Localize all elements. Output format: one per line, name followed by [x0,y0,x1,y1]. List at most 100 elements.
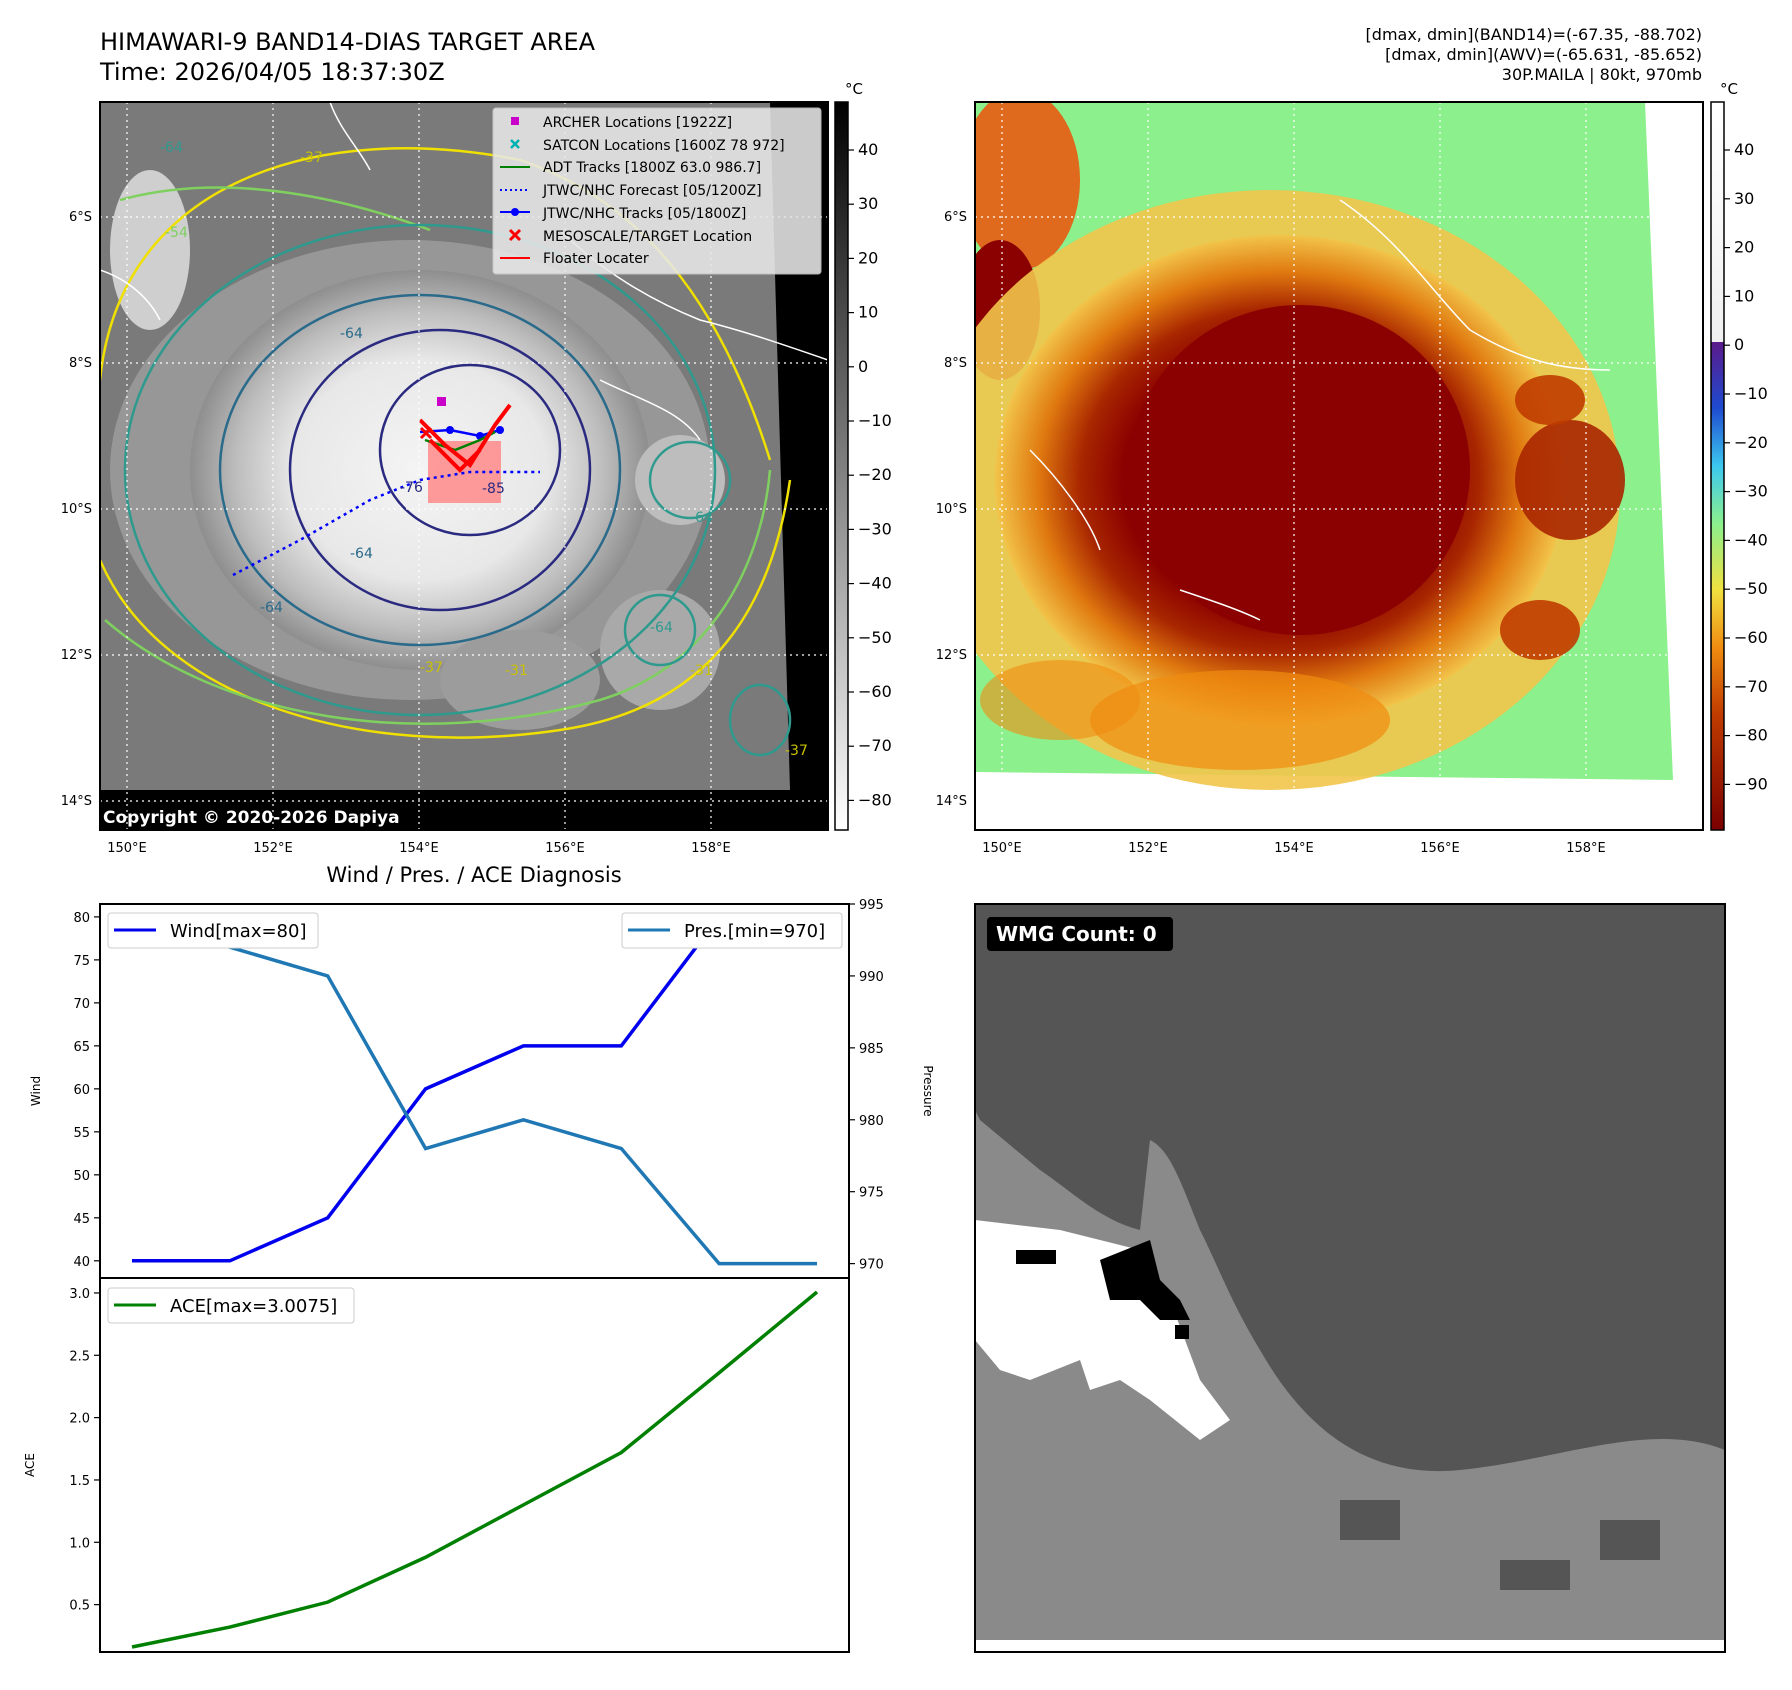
ir-lat-ticks: 6°S 8°S 10°S 12°S 14°S [61,210,92,809]
info-line-band14: [dmax, dmin](BAND14)=(-67.35, -88.702) [1366,25,1702,44]
awv-colorbar-tick: 0 [1734,335,1744,354]
ace-tick-label: 1.5 [69,1474,90,1489]
lat-tick: 12°S [61,648,92,663]
jtwc-forecast-track [232,470,540,577]
lat-tick: 8°S [69,356,92,371]
pressure-tick-label: 990 [859,970,884,985]
awv-colorbar-tick: −70 [1734,677,1768,696]
ir-colorbar-tick: −60 [858,682,892,701]
lat-tick: 14°S [936,794,967,809]
awv-map-panel: 150°E 152°E 154°E 156°E 158°E 6°S 8°S 10… [936,101,1704,856]
lat-tick: 14°S [61,794,92,809]
lon-tick: 154°E [1274,841,1314,856]
legend-item: MESOSCALE/TARGET Location [543,229,752,245]
wind-axis-label: Wind [29,1076,43,1106]
contour-yellow [100,479,792,739]
legend-target-icon [508,228,522,242]
wind-tick-label: 80 [73,911,90,926]
ir-colorbar-tick: −70 [858,736,892,755]
contour-label: -31 [505,663,528,679]
ace-tick-label: 3.0 [69,1287,90,1302]
ir-map-panel: -64 -54 -64 -64 -64 -76 -85 -64 -64 -37 … [61,101,829,856]
awv-colorbar-tick: −90 [1734,774,1768,793]
wind-pres-chart: 40 45 50 55 60 65 70 75 80 970 975 980 985 990 995 Wi… [29,898,935,1279]
pressure-axis-label: Pressure [921,1065,935,1116]
figure-title: HIMAWARI-9 BAND14-DIAS TARGET AREA [100,28,596,56]
ir-colorbar-tick: 20 [858,248,878,267]
wind-tick-label: 55 [73,1126,90,1141]
wmg-black-region [1100,1240,1190,1320]
lon-tick: 152°E [253,841,293,856]
contour-label: -37 [785,743,808,759]
coastline [1339,199,1611,371]
figure-time: Time: 2026/04/05 18:37:30Z [99,58,445,86]
awv-colorbar-tick: −60 [1734,628,1768,647]
awv-colorbar-tick: 20 [1734,238,1754,257]
lat-tick: 12°S [936,648,967,663]
lon-tick: 152°E [1128,841,1168,856]
awv-colorbar-tick: −30 [1734,482,1768,501]
lat-tick: 10°S [61,502,92,517]
ace-tick-label: 2.5 [69,1349,90,1364]
ir-colorbar-tick: 40 [858,140,878,159]
wmg-white-region [975,1220,1230,1440]
ace-chart: 0.5 1.0 1.5 2.0 2.5 3.0 ACE ACE[max=3.0075] [23,1277,850,1653]
wind-tick-label: 70 [73,997,90,1012]
wind-legend: Wind[max=80] [107,912,319,949]
pressure-tick-label: 970 [859,1258,884,1273]
lon-tick: 158°E [1566,841,1606,856]
contour-label: -64 [160,140,183,156]
ir-colorbar-tick: −50 [858,628,892,647]
wind-tick-label: 50 [73,1169,90,1184]
wmg-dark-region [975,904,1725,1472]
pressure-tick-label: 975 [859,1186,884,1201]
lon-tick: 150°E [982,841,1022,856]
wind-tick-label: 40 [73,1255,90,1270]
lat-tick: 8°S [944,356,967,371]
ir-colorbar-tick: −10 [858,411,892,430]
track-legend: ARCHER Locations [1922Z] SATCON Location… [492,107,822,275]
wind-legend-label: Wind[max=80] [170,921,307,942]
lon-tick: 150°E [107,841,147,856]
awv-colorbar-tick: −50 [1734,579,1768,598]
lat-tick: 6°S [944,210,967,225]
ace-tick-label: 2.0 [69,1412,90,1427]
ir-colorbar-tick: 0 [858,357,868,376]
info-line-awv: [dmax, dmin](AWV)=(-65.631, -85.652) [1385,45,1702,64]
contour-label: -64 [260,600,283,616]
awv-colorbar-unit: °C [1720,80,1738,98]
pressure-series-line [131,916,817,1266]
awv-colorbar-tick: −10 [1734,384,1768,403]
contour-label: -64 [650,620,673,636]
ace-axis-label: ACE [23,1453,37,1477]
archer-marker [437,397,446,406]
ir-map-frame [99,101,829,831]
wind-tick-label: 75 [73,954,90,969]
wmg-panel: WMG Count: 0 [974,903,1726,1653]
awv-colorbar-tick: −80 [1734,726,1768,745]
awv-colorbar-tick: −20 [1734,433,1768,452]
ir-colorbar-tick: 10 [858,303,878,322]
contour-navy [288,328,592,612]
contour-label: -85 [482,481,505,497]
contour-label: -37 [300,150,323,166]
legend-item: ADT Tracks [1800Z 63.0 986.7] [543,160,761,176]
ace-series-line [131,1290,819,1649]
ir-lon-ticks: 150°E 152°E 154°E 156°E 158°E [107,841,731,856]
wind-tick-label: 65 [73,1040,90,1055]
awv-colorbar-tick: 40 [1734,140,1754,159]
copyright-text: Copyright © 2020-2026 Dapiya [103,808,400,828]
contour-label: -64 [340,326,363,342]
legend-satcon-icon [510,139,520,149]
awv-colorbar-tick: 10 [1734,286,1754,305]
contour-teal-outer [123,223,717,717]
awv-colorbar-tick: −40 [1734,530,1768,549]
ace-legend: ACE[max=3.0075] [107,1287,355,1324]
wmg-badge-bg [987,917,1173,951]
legend-item: SATCON Locations [1600Z 78 972] [543,138,785,154]
ir-colorbar-tick: −40 [858,574,892,593]
lat-tick: 6°S [69,210,92,225]
contour-label: -64 [350,546,373,562]
ir-cloud-shield [190,270,650,670]
